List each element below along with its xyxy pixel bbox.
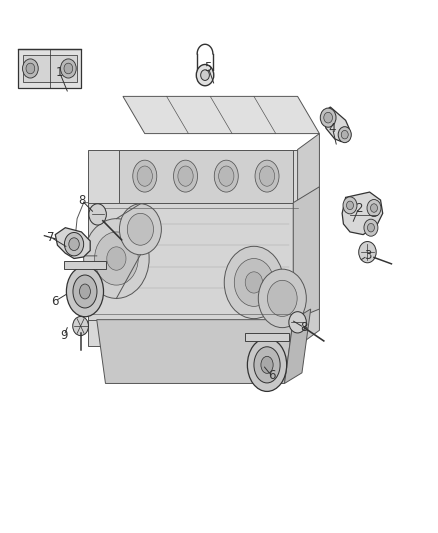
FancyBboxPatch shape xyxy=(64,261,106,269)
Circle shape xyxy=(120,204,161,255)
Ellipse shape xyxy=(247,338,287,391)
Circle shape xyxy=(324,112,332,123)
Circle shape xyxy=(201,70,209,80)
Circle shape xyxy=(341,131,348,139)
Ellipse shape xyxy=(173,160,198,192)
Ellipse shape xyxy=(255,160,279,192)
Ellipse shape xyxy=(214,160,238,192)
Polygon shape xyxy=(88,203,293,320)
Polygon shape xyxy=(97,320,293,383)
Text: 4: 4 xyxy=(329,122,336,135)
FancyBboxPatch shape xyxy=(18,49,81,88)
Circle shape xyxy=(268,280,297,317)
Ellipse shape xyxy=(219,166,234,186)
Circle shape xyxy=(343,197,357,214)
Circle shape xyxy=(107,247,126,270)
Circle shape xyxy=(364,219,378,236)
Text: 1: 1 xyxy=(56,66,64,79)
Ellipse shape xyxy=(67,266,103,317)
Polygon shape xyxy=(342,192,383,235)
Text: 3: 3 xyxy=(364,249,371,262)
Circle shape xyxy=(73,317,88,336)
Circle shape xyxy=(367,199,381,216)
Ellipse shape xyxy=(137,166,152,186)
Circle shape xyxy=(26,63,35,74)
Text: 6: 6 xyxy=(268,369,275,382)
Ellipse shape xyxy=(261,357,273,373)
Circle shape xyxy=(258,269,306,328)
Polygon shape xyxy=(88,150,297,346)
Circle shape xyxy=(224,246,284,319)
Text: 8: 8 xyxy=(300,321,308,334)
Circle shape xyxy=(95,232,138,285)
Polygon shape xyxy=(324,107,349,142)
Circle shape xyxy=(367,223,374,232)
Ellipse shape xyxy=(133,160,157,192)
FancyBboxPatch shape xyxy=(22,55,77,82)
Ellipse shape xyxy=(73,275,97,308)
Text: 9: 9 xyxy=(60,329,68,342)
Circle shape xyxy=(84,219,149,298)
Polygon shape xyxy=(297,134,319,346)
Text: 8: 8 xyxy=(78,193,85,207)
Circle shape xyxy=(320,108,336,127)
Circle shape xyxy=(338,127,351,143)
Polygon shape xyxy=(119,150,293,203)
Ellipse shape xyxy=(254,347,280,383)
Text: 5: 5 xyxy=(205,61,212,74)
Circle shape xyxy=(196,64,214,86)
Circle shape xyxy=(89,204,106,225)
Polygon shape xyxy=(123,96,319,134)
Text: 2: 2 xyxy=(355,201,363,214)
Text: 7: 7 xyxy=(47,231,55,244)
Circle shape xyxy=(127,213,153,245)
Circle shape xyxy=(289,312,306,333)
Circle shape xyxy=(371,204,378,212)
Polygon shape xyxy=(293,187,319,320)
Ellipse shape xyxy=(178,166,193,186)
Circle shape xyxy=(346,201,353,209)
Circle shape xyxy=(245,272,263,293)
Circle shape xyxy=(234,259,274,306)
Circle shape xyxy=(359,241,376,263)
Ellipse shape xyxy=(259,166,275,186)
Circle shape xyxy=(69,238,79,251)
Polygon shape xyxy=(55,228,90,259)
Circle shape xyxy=(64,232,84,256)
Circle shape xyxy=(22,59,38,78)
Circle shape xyxy=(64,63,73,74)
Circle shape xyxy=(60,59,76,78)
Text: 6: 6 xyxy=(52,295,59,308)
Ellipse shape xyxy=(80,284,90,299)
Polygon shape xyxy=(285,309,311,383)
FancyBboxPatch shape xyxy=(245,333,289,341)
